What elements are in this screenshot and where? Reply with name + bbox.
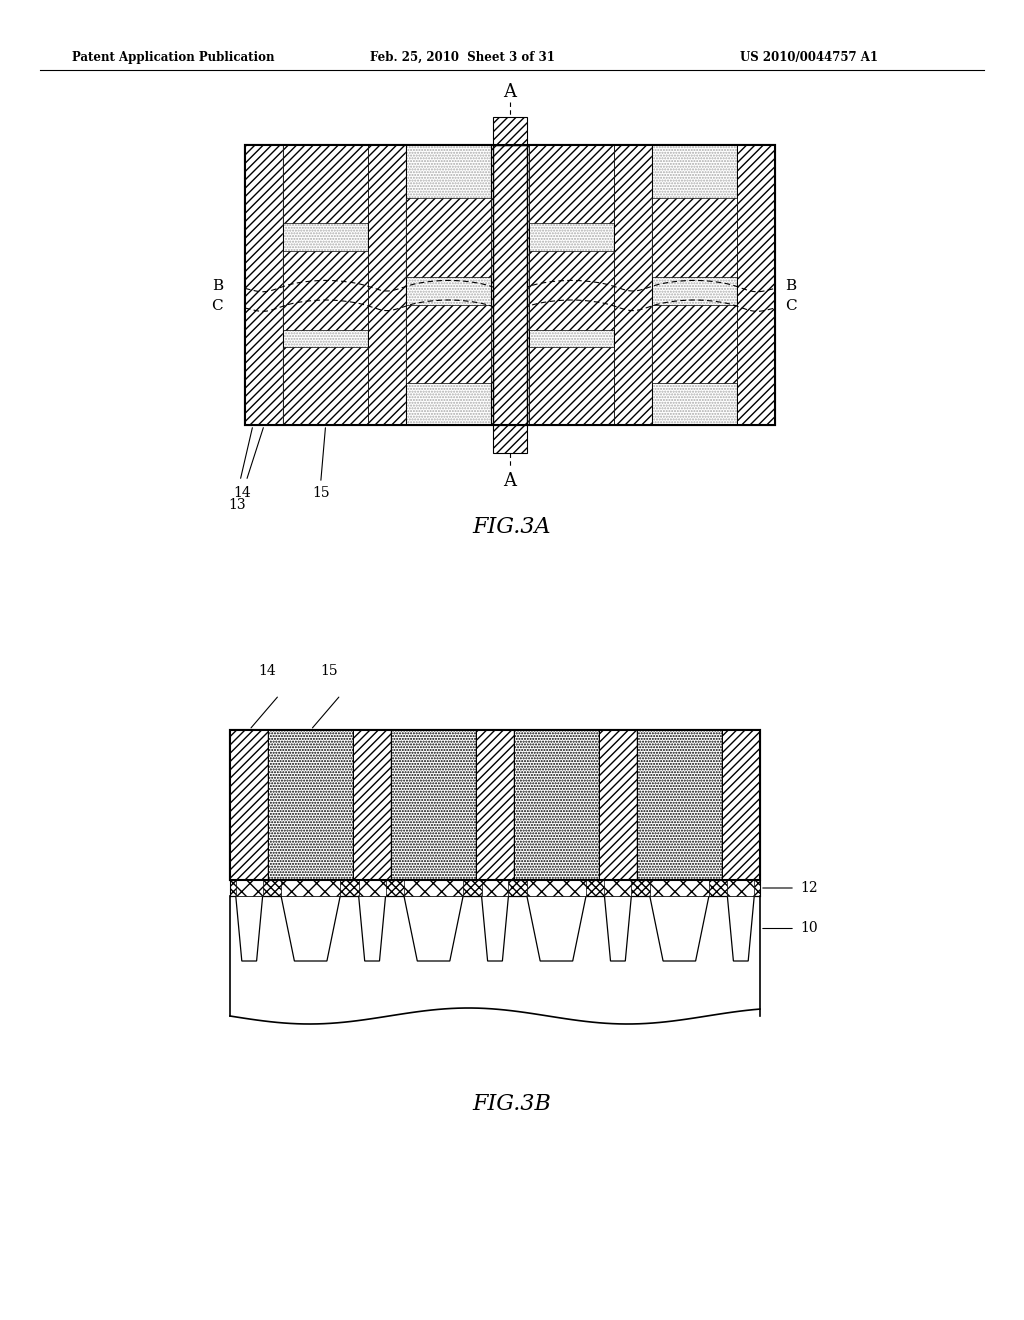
Bar: [284, 145, 368, 223]
Bar: [230, 730, 760, 880]
Bar: [650, 880, 709, 896]
Bar: [736, 145, 775, 425]
Text: 13: 13: [228, 498, 246, 512]
Bar: [245, 145, 284, 425]
Bar: [407, 198, 490, 277]
Bar: [230, 730, 760, 880]
Bar: [353, 730, 391, 880]
Text: C: C: [785, 300, 797, 313]
Bar: [493, 425, 527, 453]
Bar: [599, 730, 637, 880]
Bar: [613, 145, 652, 425]
Text: FIG.3A: FIG.3A: [473, 516, 551, 539]
Bar: [727, 880, 755, 896]
Bar: [722, 730, 760, 880]
Bar: [245, 145, 775, 425]
Bar: [527, 880, 586, 896]
Bar: [284, 251, 368, 330]
Polygon shape: [604, 896, 632, 961]
Bar: [230, 730, 268, 880]
Text: Feb. 25, 2010  Sheet 3 of 31: Feb. 25, 2010 Sheet 3 of 31: [370, 50, 555, 63]
Text: 10: 10: [800, 921, 817, 936]
Bar: [652, 145, 736, 425]
Text: 15: 15: [312, 486, 330, 500]
Bar: [284, 347, 368, 425]
Bar: [407, 145, 490, 425]
Bar: [368, 145, 407, 425]
Text: B: B: [785, 280, 796, 293]
Bar: [529, 145, 613, 425]
Bar: [613, 145, 652, 425]
Bar: [245, 145, 775, 425]
Bar: [652, 305, 736, 383]
Bar: [284, 145, 368, 425]
Bar: [493, 145, 527, 425]
Bar: [268, 730, 353, 880]
Polygon shape: [650, 896, 709, 961]
Bar: [281, 880, 340, 896]
Polygon shape: [527, 896, 586, 961]
Bar: [529, 145, 613, 425]
Polygon shape: [404, 896, 463, 961]
Bar: [529, 145, 613, 223]
Bar: [368, 145, 407, 425]
Bar: [407, 145, 490, 425]
Text: US 2010/0044757 A1: US 2010/0044757 A1: [740, 50, 878, 63]
Polygon shape: [481, 896, 509, 961]
Text: 14: 14: [258, 664, 276, 678]
Text: A: A: [504, 473, 516, 490]
Bar: [404, 880, 463, 896]
Bar: [490, 145, 529, 425]
Bar: [490, 145, 529, 425]
Bar: [493, 117, 527, 145]
Text: 14: 14: [233, 486, 251, 500]
Bar: [230, 896, 760, 1016]
Polygon shape: [236, 896, 262, 961]
Polygon shape: [727, 896, 755, 961]
Bar: [529, 251, 613, 330]
Bar: [476, 730, 514, 880]
Polygon shape: [358, 896, 386, 961]
Bar: [481, 880, 509, 896]
Text: 15: 15: [319, 664, 338, 678]
Bar: [637, 730, 722, 880]
Polygon shape: [281, 896, 340, 961]
Text: Patent Application Publication: Patent Application Publication: [72, 50, 274, 63]
Bar: [514, 730, 599, 880]
Bar: [236, 880, 262, 896]
Text: C: C: [211, 300, 223, 313]
Text: FIG.3B: FIG.3B: [472, 1093, 552, 1115]
Bar: [230, 880, 760, 896]
Bar: [284, 145, 368, 425]
Bar: [245, 145, 284, 425]
Text: A: A: [504, 83, 516, 102]
Bar: [652, 198, 736, 277]
Text: B: B: [212, 280, 223, 293]
Bar: [529, 347, 613, 425]
Polygon shape: [230, 1008, 760, 1024]
Bar: [736, 145, 775, 425]
Bar: [407, 305, 490, 383]
Bar: [604, 880, 632, 896]
Bar: [358, 880, 386, 896]
Bar: [391, 730, 476, 880]
Text: 12: 12: [800, 880, 817, 895]
Bar: [652, 145, 736, 425]
